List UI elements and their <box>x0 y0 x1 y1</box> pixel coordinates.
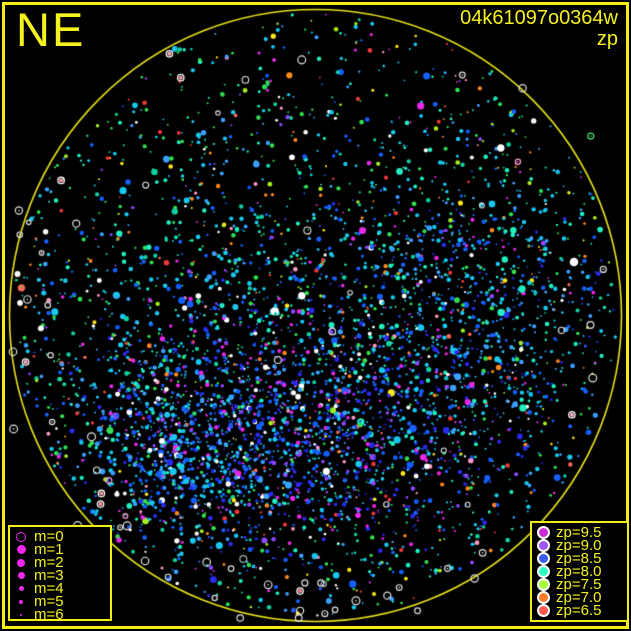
magnitude-legend-label: m=5 <box>34 593 64 610</box>
magnitude-legend-label: m=0 <box>34 528 64 545</box>
magnitude-legend-row: m=1 <box>14 541 106 558</box>
magnitude-marker-icon <box>14 556 28 569</box>
zp-legend-row: zp=7.5 <box>536 576 623 593</box>
zp-marker-icon <box>536 552 550 565</box>
magnitude-legend-row: m=6 <box>14 606 106 623</box>
magnitude-legend-label: m=3 <box>34 567 64 584</box>
zp-legend-label: zp=7.0 <box>556 589 602 606</box>
zp-legend-label: zp=8.5 <box>556 550 602 567</box>
zp-marker-icon <box>536 565 550 578</box>
magnitude-legend-row: m=2 <box>14 554 106 571</box>
magnitude-marker-icon <box>14 569 28 582</box>
zp-marker-icon <box>536 578 550 591</box>
magnitude-legend-label: m=6 <box>34 606 64 623</box>
zp-legend-label: zp=7.5 <box>556 576 602 593</box>
magnitude-marker-icon <box>14 608 28 621</box>
zp-legend-row: zp=9.0 <box>536 537 623 554</box>
magnitude-marker-icon <box>14 543 28 556</box>
magnitude-legend-row: m=0 <box>14 528 106 545</box>
magnitude-legend-row: m=4 <box>14 580 106 597</box>
zp-legend-row: zp=7.0 <box>536 589 623 606</box>
magnitude-legend-row: m=3 <box>14 567 106 584</box>
magnitude-legend-label: m=2 <box>34 554 64 571</box>
magnitude-legend-label: m=1 <box>34 541 64 558</box>
field-orientation-label: NE <box>16 3 86 56</box>
zp-legend-label: zp=9.5 <box>556 524 602 541</box>
zp-legend-row: zp=9.5 <box>536 524 623 541</box>
magnitude-legend-row: m=5 <box>14 593 106 610</box>
zp-legend-label: zp=6.5 <box>556 602 602 619</box>
observation-id-label: 04k61097o0364w <box>460 7 618 29</box>
zp-marker-icon <box>536 591 550 604</box>
zp-color-legend: zp=9.5 zp=9.0 zp=8.5 zp=8.0 zp=7.5 zp=7.0 zp=6… <box>530 521 629 622</box>
zp-legend-label: zp=9.0 <box>556 537 602 554</box>
zp-marker-icon <box>536 604 550 617</box>
zp-legend-row: zp=8.0 <box>536 563 623 580</box>
zp-legend-row: zp=6.5 <box>536 602 623 619</box>
magnitude-legend: m=0 m=1 m=2 m=3 m=4 m=5 m=6 <box>8 525 112 623</box>
magnitude-marker-icon <box>14 530 28 543</box>
zp-legend-row: zp=8.5 <box>536 550 623 567</box>
magnitude-marker-icon <box>14 582 28 595</box>
zp-marker-icon <box>536 526 550 539</box>
magnitude-legend-label: m=4 <box>34 580 64 597</box>
zp-legend-label: zp=8.0 <box>556 563 602 580</box>
zp-marker-icon <box>536 539 550 552</box>
magnitude-marker-icon <box>14 595 28 608</box>
colorbar-variable-label: zp <box>596 28 618 50</box>
